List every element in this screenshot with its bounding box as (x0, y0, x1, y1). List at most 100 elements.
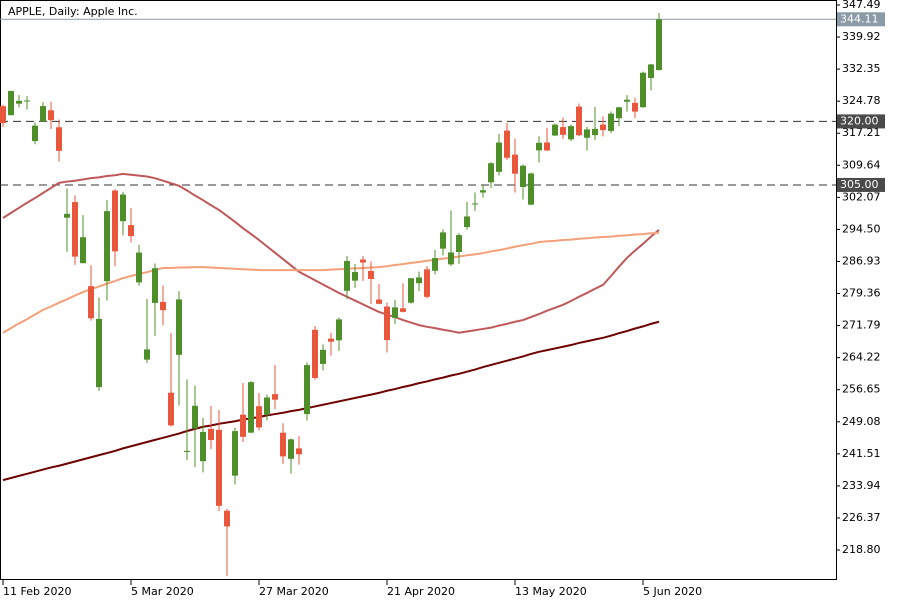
y-tick-label: 309.64 (842, 158, 881, 171)
candle-body (520, 165, 526, 188)
y-tick-label: 226.37 (842, 511, 881, 524)
y-tick-label: 302.07 (842, 190, 881, 203)
candle-body (216, 429, 222, 506)
candle-body (136, 252, 142, 283)
candle-body (576, 106, 582, 136)
chart-title: APPLE, Daily: Apple Inc. (8, 5, 138, 18)
candle-body (16, 100, 22, 104)
candle-body (656, 19, 662, 71)
last-price-label: 344.11 (840, 12, 879, 25)
candle-body (328, 338, 334, 342)
y-tick-label: 294.50 (842, 222, 881, 235)
candle-body (296, 448, 302, 455)
candle-body (360, 259, 366, 263)
y-tick-label: 264.22 (842, 351, 881, 364)
candle-body (176, 299, 182, 355)
candle-body (608, 113, 614, 131)
y-tick-label: 317.21 (842, 126, 881, 139)
candle-body (624, 99, 630, 102)
candle-body (248, 382, 254, 433)
candle-body (592, 128, 598, 136)
candle-body (56, 127, 62, 151)
last-price-box (837, 12, 885, 27)
candle-body (40, 106, 46, 122)
candle-body (440, 232, 446, 249)
candle-body (640, 72, 646, 108)
level-label-box (837, 177, 885, 192)
candle-body (344, 260, 350, 291)
y-tick-label: 256.65 (842, 383, 881, 396)
y-tick-label: 241.51 (842, 447, 881, 460)
x-tick-label: 13 May 2020 (515, 585, 587, 598)
candle-body (256, 406, 262, 428)
candle-body (400, 308, 406, 312)
candle-body (616, 107, 622, 119)
candle-body (512, 154, 518, 174)
candle-body (584, 129, 590, 138)
ma-line (2, 320, 660, 482)
candle-body (504, 130, 510, 158)
candle-body (168, 392, 174, 426)
x-tick-label: 11 Feb 2020 (3, 585, 71, 598)
plot-frame (0, 0, 837, 580)
candle-body (384, 306, 390, 341)
x-tick-label: 5 Mar 2020 (131, 585, 194, 598)
candle-body (24, 100, 30, 102)
y-tick-label: 332.35 (842, 62, 881, 75)
y-tick-label: 324.78 (842, 94, 881, 107)
candle-body (544, 142, 550, 151)
y-tick-label: 339.92 (842, 30, 881, 43)
x-tick-label: 27 Mar 2020 (259, 585, 329, 598)
candle-body (96, 318, 102, 388)
candle-body (416, 277, 422, 284)
candle-body (320, 349, 326, 364)
candle-body (528, 173, 534, 205)
candle-body (600, 124, 606, 131)
x-tick-label: 5 Jun 2020 (643, 585, 702, 598)
y-tick-label: 286.93 (842, 254, 881, 267)
candle-body (376, 299, 382, 304)
candle-body (304, 365, 310, 415)
candle-body (72, 202, 78, 257)
y-tick-label: 233.94 (842, 479, 881, 492)
ma-line (2, 172, 660, 334)
candle-body (352, 272, 358, 281)
y-tick-label: 279.36 (842, 287, 881, 300)
candle-body (80, 237, 86, 264)
candle-body (0, 106, 6, 124)
y-tick-label: 347.49 (842, 0, 881, 11)
candle-body (192, 405, 198, 429)
candle-body (264, 397, 270, 415)
level-label: 320.00 (840, 114, 879, 127)
candle-body (280, 432, 286, 457)
candle-body (144, 349, 150, 360)
candle-body (336, 319, 342, 341)
candle-body (120, 194, 126, 222)
candle-body (160, 301, 166, 311)
candle-body (32, 125, 38, 142)
candle-body (288, 439, 294, 459)
candle-body (368, 270, 374, 279)
candle-body (200, 431, 206, 462)
candle-body (488, 163, 494, 183)
candle-body (448, 252, 454, 265)
candle-body (240, 414, 246, 437)
candle-body (208, 428, 214, 440)
candle-body (128, 225, 134, 237)
candle-body (496, 142, 502, 172)
x-tick-label: 21 Apr 2020 (387, 585, 455, 598)
candle-body (648, 64, 654, 79)
y-tick-label: 271.79 (842, 319, 881, 332)
candle-body (392, 307, 398, 318)
candle-body (552, 124, 558, 136)
candle-body (432, 258, 438, 271)
candle-body (232, 431, 238, 476)
candle-body (456, 235, 462, 252)
y-tick-label: 218.80 (842, 543, 881, 556)
candle-body (560, 127, 566, 135)
candle-body (104, 211, 110, 282)
candle-body (8, 90, 14, 116)
candle-body (632, 102, 638, 112)
candle-body (472, 203, 478, 205)
